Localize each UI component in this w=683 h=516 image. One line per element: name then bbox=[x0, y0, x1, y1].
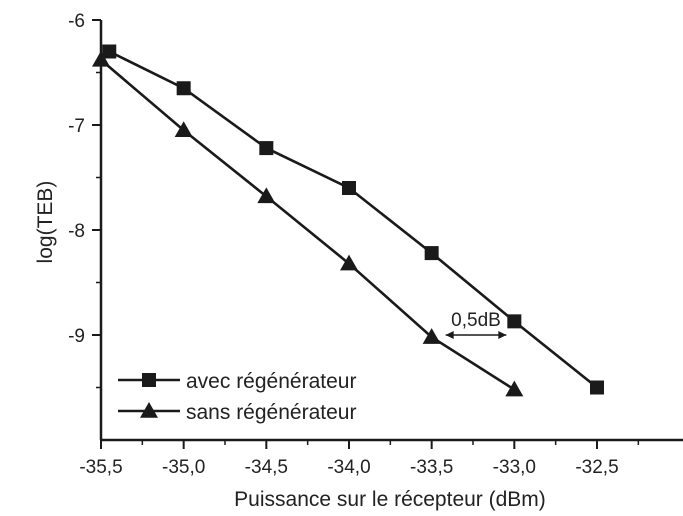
x-tick-label: -32,5 bbox=[575, 457, 618, 478]
data-point-square bbox=[590, 380, 604, 395]
x-tick-label: -34,5 bbox=[245, 457, 288, 478]
data-point-square bbox=[102, 44, 117, 59]
annotation-arrowhead-left bbox=[445, 331, 454, 339]
legend-item-1: avec régénérateur bbox=[118, 370, 356, 393]
legend-item-2: sans régénérateur bbox=[118, 401, 356, 424]
annotation-arrowhead-right bbox=[498, 331, 507, 339]
x-tick-label: -33,5 bbox=[410, 457, 453, 478]
data-point-triangle bbox=[340, 254, 358, 271]
x-tick-label: -33,0 bbox=[493, 457, 536, 478]
x-axis-title: Puissance sur le récepteur (dBm) bbox=[234, 488, 546, 511]
chart-annotations: 0,5dB bbox=[445, 310, 507, 339]
data-point-square bbox=[342, 181, 356, 195]
y-tick-label: -7 bbox=[68, 116, 85, 137]
y-tick-label: -6 bbox=[68, 11, 85, 32]
y-tick-label: -8 bbox=[68, 221, 85, 242]
y-axis-title: log(TEB) bbox=[34, 181, 57, 264]
series-line bbox=[100, 58, 516, 391]
series-1 bbox=[102, 44, 604, 395]
data-point-square bbox=[259, 141, 274, 156]
chart-legend: avec régénérateur sans régénérateur bbox=[118, 370, 356, 424]
data-point-triangle bbox=[92, 50, 110, 67]
chart-series bbox=[92, 44, 604, 397]
annotation-label: 0,5dB bbox=[451, 310, 501, 331]
x-tick-label: -35,0 bbox=[162, 457, 205, 478]
data-point-triangle bbox=[174, 121, 193, 137]
data-point-triangle bbox=[505, 380, 524, 397]
legend-label: avec régénérateur bbox=[186, 370, 356, 393]
data-point-square bbox=[176, 81, 191, 96]
data-point-triangle bbox=[257, 187, 276, 204]
data-point-triangle bbox=[422, 328, 441, 344]
x-tick-label: -35,5 bbox=[79, 457, 122, 478]
series-line bbox=[108, 50, 598, 389]
data-point-triangle bbox=[140, 402, 158, 418]
y-tick-label: -9 bbox=[68, 326, 85, 347]
data-point-square bbox=[507, 314, 522, 329]
data-point-square bbox=[142, 373, 156, 387]
data-point-square bbox=[424, 246, 439, 261]
series-2 bbox=[92, 50, 524, 397]
legend-label: sans régénérateur bbox=[186, 401, 356, 424]
x-tick-label: -34,0 bbox=[327, 457, 370, 478]
chart-axes: -35,5 -35,0 -34,5 -34,0 -33,5 -33,0 -32,5 -6 -7 -… bbox=[68, 11, 683, 478]
